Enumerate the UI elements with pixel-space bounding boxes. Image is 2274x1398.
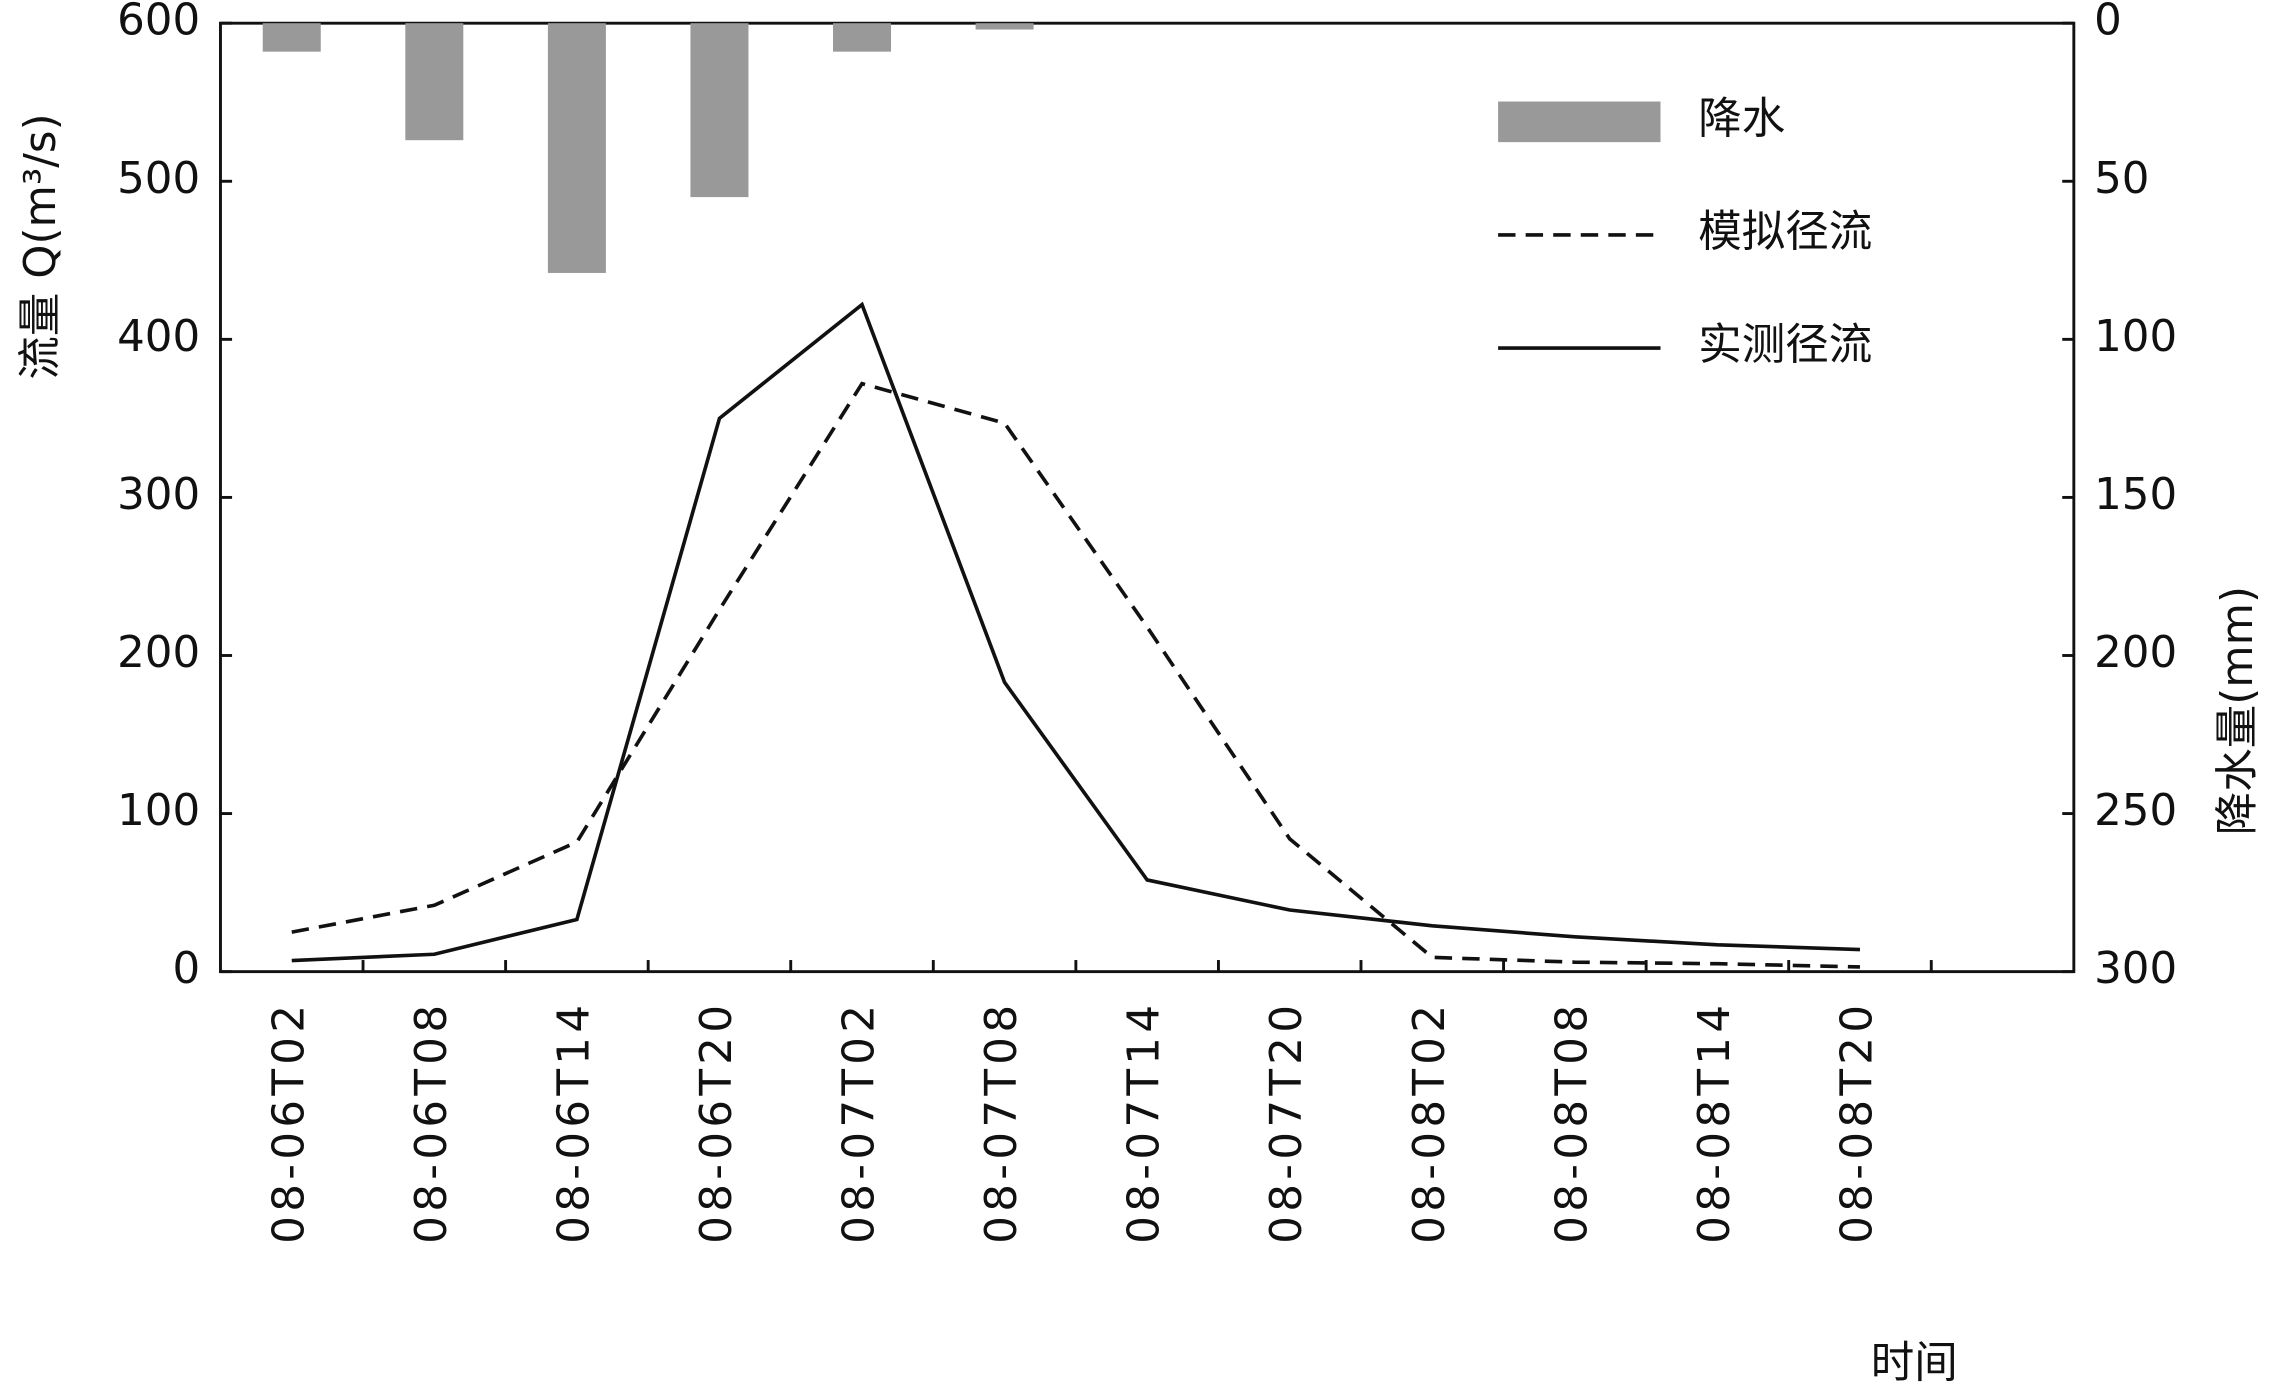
y2-axis-label: 降水量(mm) [2213,586,2263,835]
y-axis-label: 流量 Q(m³/s) [16,113,66,379]
legend-label: 实测径流 [1698,321,1872,371]
y2-tick-label: 0 [2094,0,2122,46]
y2-tick-label: 200 [2094,628,2177,678]
x-tick-label: 08-07T02 [835,1001,885,1244]
x-axis-label: 时间 [1871,1339,1958,1389]
x-tick-label: 08-07T14 [1120,1001,1170,1244]
rain-bar [262,23,321,52]
x-tick-label: 08-08T08 [1547,1001,1597,1244]
x-tick-label: 08-08T14 [1690,1001,1740,1244]
runoff-line [291,301,1861,963]
rain-bar [975,23,1034,30]
y-tick-label: 200 [117,628,200,678]
x-tick-label: 08-06T14 [549,1001,599,1244]
legend-label: 模拟径流 [1698,207,1872,257]
legend-swatch [1498,101,1661,143]
rain-bar [833,23,892,52]
legend-label: 降水 [1698,94,1785,144]
rain-bar [547,23,606,273]
y2-tick-label: 250 [2094,786,2177,836]
x-tick-label: 08-08T02 [1405,1001,1455,1244]
y-tick-label: 400 [117,312,200,362]
y-tick-label: 300 [117,470,200,520]
y-tick-label: 600 [117,0,200,46]
x-tick-label: 08-06T08 [407,1001,457,1244]
y2-tick-label: 100 [2094,312,2177,362]
runoff-line [291,381,1861,969]
x-tick-label: 08-06T20 [692,1001,742,1244]
plot-frame [219,21,2076,974]
y2-tick-label: 50 [2094,154,2149,204]
y2-tick-label: 150 [2094,470,2177,520]
y-tick-label: 100 [117,786,200,836]
x-tick-label: 08-06T02 [264,1001,314,1244]
y-tick-label: 500 [117,154,200,204]
x-tick-label: 08-07T20 [1262,1001,1312,1244]
rain-bar [690,23,749,198]
x-tick-label: 08-07T08 [977,1001,1027,1244]
y-tick-label: 0 [172,944,200,994]
y2-tick-label: 300 [2094,944,2177,994]
x-tick-label: 08-08T20 [1832,1001,1882,1244]
rain-bar [405,23,464,141]
